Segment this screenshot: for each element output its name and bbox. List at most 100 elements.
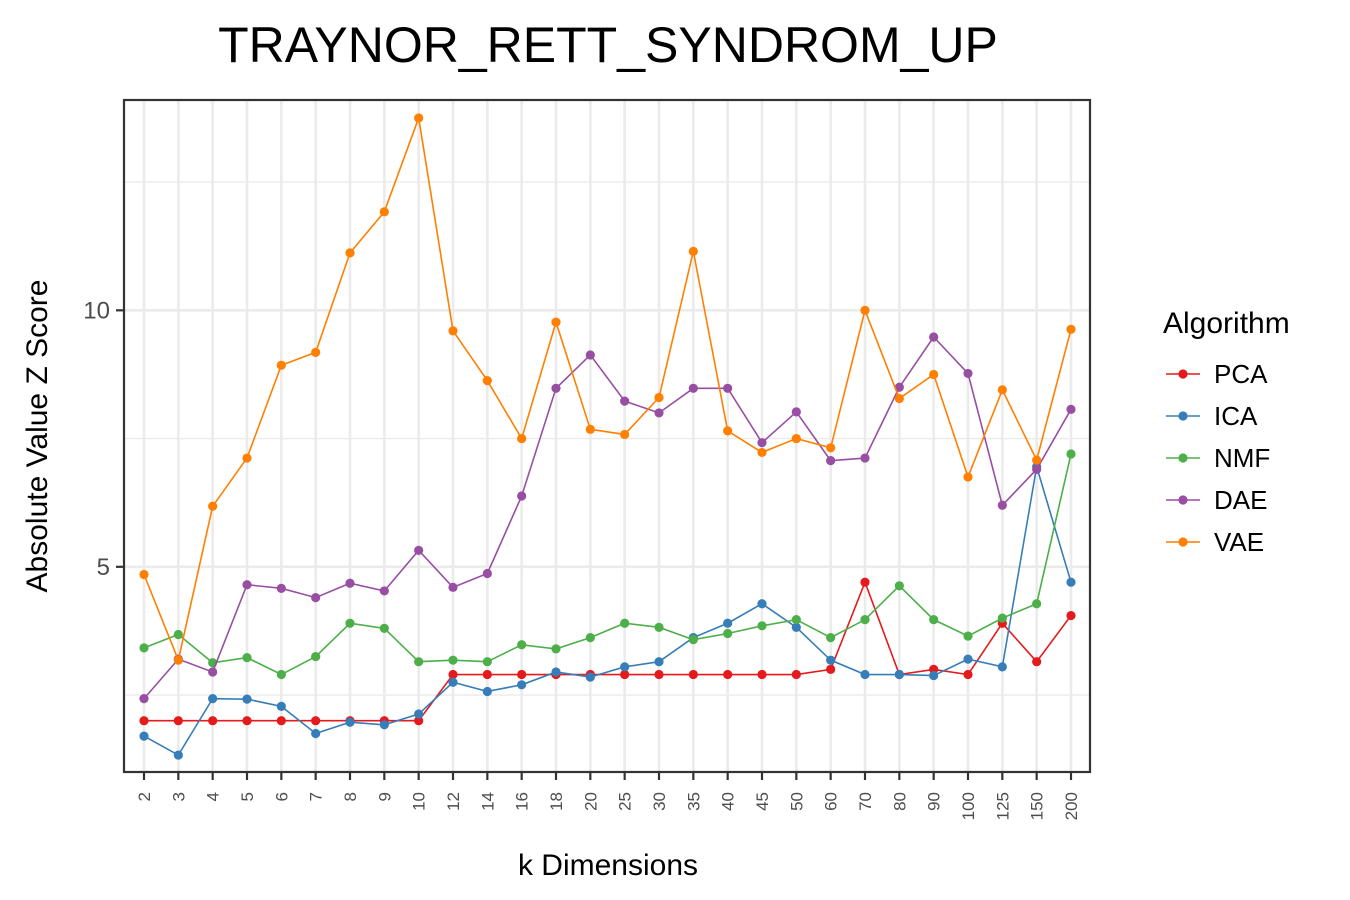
data-point-dae [894,382,904,392]
x-tick-label: 5 [238,792,257,801]
data-point-ica [997,662,1007,672]
data-point-nmf [379,623,389,633]
legend-point-pca [1178,369,1188,379]
x-tick-label: 4 [204,792,223,801]
data-point-vae [517,433,527,444]
grid-minor [124,181,1090,696]
legend-label-vae: VAE [1214,527,1264,557]
data-point-ica [379,720,389,730]
data-point-pca [654,669,664,680]
data-point-ica [276,701,286,711]
data-point-pca [414,716,424,726]
data-point-pca [963,669,973,680]
data-point-nmf [448,655,458,665]
data-point-nmf [311,651,321,662]
legend-point-ica [1178,411,1188,421]
data-point-pca [723,669,733,680]
data-point-vae [723,426,733,436]
legend-title: Algorithm [1163,307,1290,340]
data-point-nmf [551,644,561,654]
data-point-vae [208,501,218,511]
x-tick-label: 25 [616,792,635,811]
data-point-nmf [585,633,595,643]
data-point-vae [757,447,767,458]
data-point-dae [345,578,355,588]
series-nmf [139,449,1076,680]
data-point-ica [448,677,458,687]
data-point-dae [1032,464,1042,474]
series-ica [139,462,1076,760]
data-point-vae [551,317,561,327]
data-point-dae [482,568,492,579]
data-point-dae [860,453,870,463]
data-point-ica [173,750,183,760]
data-point-pca [208,716,218,726]
data-point-vae [997,385,1007,395]
data-point-dae [448,582,458,592]
data-point-nmf [929,615,939,625]
legend-point-vae [1178,537,1188,547]
data-point-dae [791,407,801,417]
data-point-dae [551,383,561,393]
data-point-vae [1066,324,1076,334]
x-tick-label: 18 [547,792,566,811]
data-point-pca [620,669,630,680]
data-point-dae [963,368,973,379]
x-tick-label: 200 [1062,792,1081,820]
data-point-nmf [791,615,801,625]
data-point-vae [894,393,904,404]
data-point-nmf [963,631,973,641]
data-point-vae [345,248,355,258]
legend-item-pca: PCA [1166,359,1268,389]
x-tick-label: 2 [135,792,154,801]
data-point-vae [654,392,664,403]
data-point-pca [173,716,183,726]
data-point-ica [654,657,664,667]
x-tick-label: 100 [959,792,978,820]
data-point-vae [379,207,389,217]
series-dae [139,332,1076,704]
data-point-ica [963,654,973,664]
legend-item-vae: VAE [1166,527,1264,557]
panel-border [122,98,1092,774]
legend-item-dae: DAE [1166,485,1267,515]
data-point-nmf [1066,449,1076,459]
data-point-nmf [517,640,527,650]
data-point-pca [276,716,286,726]
data-point-nmf [757,621,767,631]
legend-label-pca: PCA [1214,359,1268,389]
series-line-ica [143,466,1072,757]
data-point-pca [688,669,698,680]
data-point-ica [482,686,492,697]
data-point-nmf [997,613,1007,623]
data-point-nmf [345,618,355,628]
data-point-pca [860,577,870,587]
data-point-dae [757,438,767,448]
data-point-pca [311,716,321,726]
y-tick-label: 10 [83,297,110,324]
data-point-ica [585,672,595,682]
series-line-pca [144,579,1072,722]
data-point-dae [208,667,218,677]
x-tick-label: 7 [307,792,326,801]
data-point-nmf [173,629,183,640]
data-point-pca [482,669,492,680]
data-point-nmf [826,633,836,643]
y-axis-title: Absolute Value Z Score [21,280,54,593]
x-tick-label: 6 [272,792,291,801]
series-line-nmf [143,453,1072,676]
x-tick-label: 150 [1028,792,1047,820]
data-point-pca [139,716,149,726]
legend-point-nmf [1178,453,1188,463]
data-point-pca [757,669,767,680]
data-point-dae [414,545,424,555]
x-tick-label: 80 [890,792,909,811]
data-point-nmf [242,653,252,663]
x-axis: 2 3 4 5 6 7 8 9 10 12 14 16 18 20 25 30 35 40 45 50 60 70 80 90… [135,772,1081,820]
data-point-dae [379,586,389,596]
data-point-ica [242,694,252,704]
legend-point-dae [1178,495,1188,505]
data-point-pca [448,669,458,680]
data-point-ica [929,670,939,681]
data-point-ica [620,662,630,672]
